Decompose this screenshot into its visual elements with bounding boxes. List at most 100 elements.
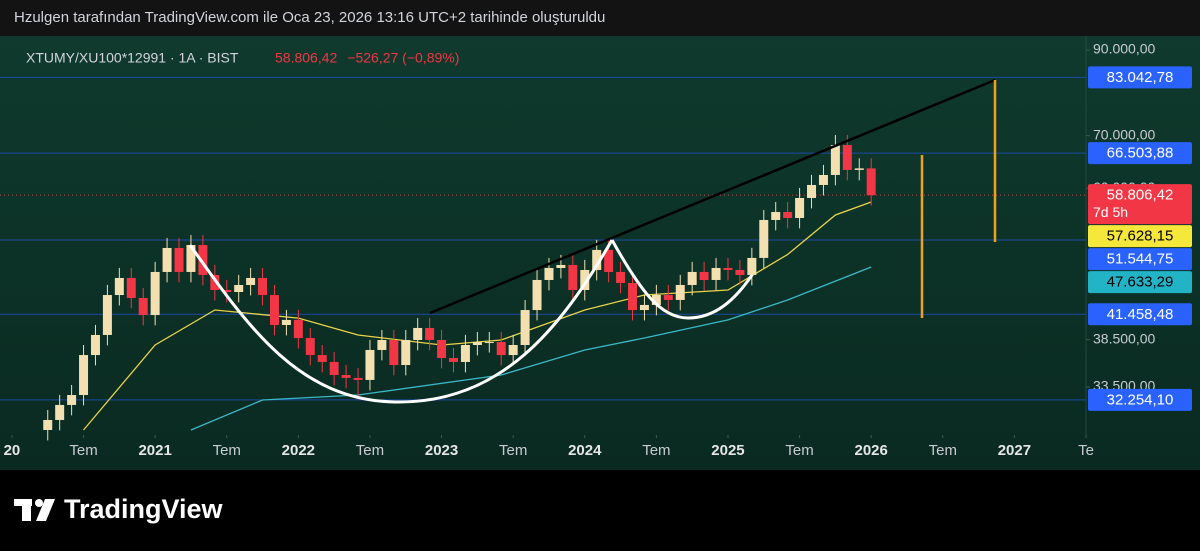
candle-body — [162, 247, 172, 272]
candle-body — [807, 184, 817, 198]
price-tag — [1088, 248, 1192, 271]
candle-body — [472, 342, 482, 345]
candle-body — [234, 284, 244, 293]
y-tick-label: 38.500,00 — [1093, 330, 1155, 346]
candle-body — [830, 145, 840, 175]
price-tag-label: 58.806,42 — [1107, 187, 1174, 204]
candle-body — [675, 284, 685, 300]
brand: TradingView — [64, 494, 224, 524]
x-tick-label: Tem — [929, 442, 957, 459]
cup-arc — [188, 239, 614, 404]
candle-body — [842, 145, 852, 170]
x-tick-label: 2022 — [282, 442, 315, 459]
x-tick-label: Tem — [213, 442, 241, 459]
candle-body — [795, 197, 805, 218]
candle-body — [401, 339, 411, 366]
candle-body — [711, 267, 721, 280]
plot: 90.000,0070.000,0060.000,0038.500,0033.5… — [0, 41, 1155, 459]
handle-arc — [610, 239, 754, 320]
candle-body — [258, 277, 268, 296]
candle-body — [771, 212, 781, 220]
candle-body — [437, 339, 447, 359]
candle-body — [67, 395, 77, 405]
price-tag — [1088, 225, 1192, 248]
candle-body — [592, 249, 602, 271]
change: −526,27 (−0,89%) — [347, 50, 459, 66]
candle-body — [281, 319, 291, 325]
candle-body — [628, 283, 638, 311]
y-tick-label: 90.000,00 — [1093, 41, 1155, 57]
last-price: 58.806,42 — [275, 50, 337, 66]
candle-body — [544, 267, 554, 280]
candle-body — [413, 327, 423, 340]
x-tick-label: 20 — [4, 442, 21, 459]
price-tag — [1088, 142, 1192, 165]
candle-body — [43, 419, 53, 430]
x-tick-label: 2021 — [138, 442, 171, 459]
candle-body — [747, 257, 757, 275]
candle-body — [723, 267, 733, 271]
candle-body — [460, 344, 470, 362]
candle-body — [532, 279, 542, 311]
logo-shape — [22, 499, 31, 521]
brand-logo: TradingView — [14, 494, 224, 524]
x-tick-label: Tem — [499, 442, 527, 459]
candle-body — [389, 339, 399, 366]
candle-body — [114, 277, 124, 296]
price-tag-label: 41.458,48 — [1107, 306, 1174, 323]
price-tag-label: 66.503,88 — [1107, 145, 1174, 162]
x-tick-label: 2025 — [711, 442, 744, 459]
candle-body — [138, 297, 148, 316]
candle-body — [55, 404, 65, 420]
price-tag-label: 83.042,78 — [1107, 69, 1174, 86]
trend-line — [429, 78, 996, 315]
symbol: XTUMY/XU100*12991 · 1A · BIST — [26, 50, 239, 66]
x-tick-label: Tem — [642, 442, 670, 459]
x-tick-label: Te — [1078, 442, 1094, 459]
x-tick-label: 2026 — [854, 442, 887, 459]
x-tick-label: 2023 — [425, 442, 458, 459]
candle-body — [174, 247, 184, 272]
candle-body — [604, 249, 614, 272]
candle-body — [783, 212, 793, 218]
candle-body — [699, 271, 709, 280]
candle-body — [496, 342, 506, 356]
candle-body — [508, 344, 518, 356]
x-tick-label: Tem — [69, 442, 97, 459]
candle-body — [377, 339, 387, 350]
price-tag-label: 47.633,29 — [1107, 274, 1174, 291]
candle-body — [616, 271, 626, 284]
price-tag — [1088, 66, 1192, 89]
candle-body — [520, 310, 530, 345]
y-tick-label: 70.000,00 — [1093, 126, 1155, 142]
candle-body — [341, 374, 351, 378]
countdown: 7d 5h — [1093, 204, 1128, 220]
candle-body — [580, 270, 590, 291]
price-tag — [1088, 303, 1192, 326]
candle-body — [735, 270, 745, 275]
candle-body — [269, 295, 279, 325]
candle-body — [425, 327, 435, 340]
candle-body — [568, 264, 578, 291]
candle-body — [365, 349, 375, 380]
candle-body — [448, 358, 458, 362]
candle-body — [246, 277, 256, 285]
candle-body — [556, 264, 566, 268]
candle-body — [186, 245, 196, 272]
candle-body — [222, 290, 232, 293]
candle-body — [759, 219, 769, 258]
price-tag-label: 57.628,15 — [1107, 228, 1174, 245]
candle-body — [317, 355, 327, 362]
x-tick-label: Tem — [785, 442, 813, 459]
candle-body — [150, 271, 160, 316]
chart-title: Hzulgen tarafından TradingView.com ile O… — [14, 9, 605, 26]
candle-body — [90, 334, 100, 356]
x-tick-label: 2027 — [998, 442, 1031, 459]
x-tick-label: 2024 — [568, 442, 602, 459]
moving-average — [190, 266, 872, 431]
candle-body — [102, 295, 112, 335]
x-tick-label: Tem — [356, 442, 384, 459]
candle-body — [353, 377, 363, 380]
